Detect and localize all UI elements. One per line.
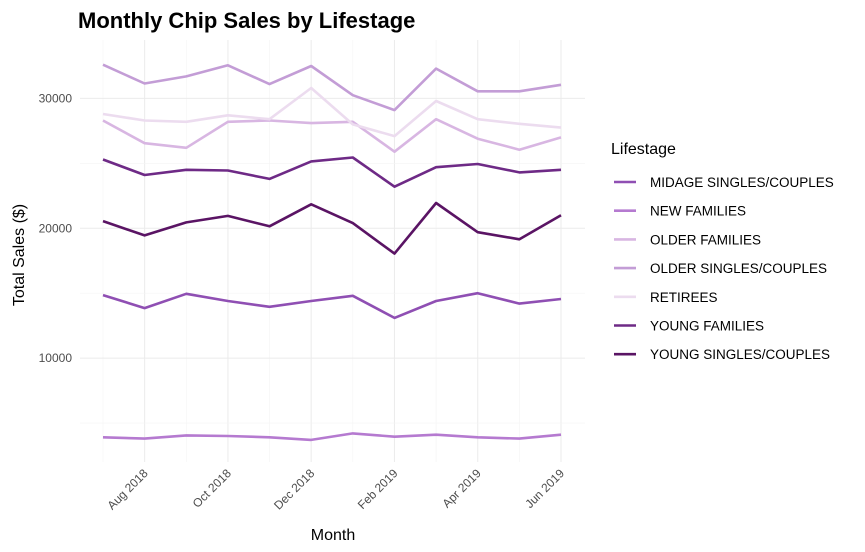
y-tick-label: 30000	[39, 91, 73, 105]
series-line-midage-singles-couples	[102, 291, 562, 320]
y-tick-label: 10000	[39, 351, 73, 365]
series-line-new-families	[102, 432, 562, 442]
legend-label-new-families: NEW FAMILIES	[650, 204, 746, 219]
legend: Lifestage MIDAGE SINGLES/COUPLES NEW FAMI…	[611, 141, 834, 362]
legend-title: Lifestage	[611, 141, 676, 158]
legend-label-young-singles-couples: YOUNG SINGLES/COUPLES	[650, 347, 830, 362]
x-axis-title: Month	[311, 527, 355, 544]
series-line-retirees	[102, 86, 562, 138]
grid	[80, 40, 585, 462]
x-tick-label: Oct 2018	[190, 466, 235, 511]
series-lines	[102, 63, 562, 442]
legend-label-retirees: RETIREES	[650, 290, 718, 305]
legend-label-older-singles-couples: OLDER SINGLES/COUPLES	[650, 261, 827, 276]
x-tick-label: Aug 2018	[105, 466, 151, 512]
legend-label-older-families: OLDER FAMILIES	[650, 232, 761, 247]
y-axis-title: Total Sales ($)	[11, 204, 28, 306]
series-line-young-singles-couples	[102, 201, 562, 255]
legend-label-midage-singles-couples: MIDAGE SINGLES/COUPLES	[650, 175, 834, 190]
x-axis-ticks: Aug 2018 Oct 2018 Dec 2018 Feb 2019 Apr 2019…	[105, 466, 568, 512]
x-tick-label: Apr 2019	[440, 466, 485, 511]
chart-title: Monthly Chip Sales by Lifestage	[78, 8, 415, 33]
y-tick-label: 20000	[39, 221, 73, 235]
series-line-older-singles-couples	[102, 63, 562, 112]
legend-label-young-families: YOUNG FAMILIES	[650, 319, 764, 334]
x-tick-label: Dec 2018	[271, 466, 317, 512]
x-tick-label: Jun 2019	[522, 466, 567, 511]
series-line-older-families	[102, 117, 562, 153]
y-axis-ticks: 10000 20000 30000	[39, 91, 73, 365]
series-line-young-families	[102, 156, 562, 188]
x-tick-label: Feb 2019	[355, 466, 401, 512]
